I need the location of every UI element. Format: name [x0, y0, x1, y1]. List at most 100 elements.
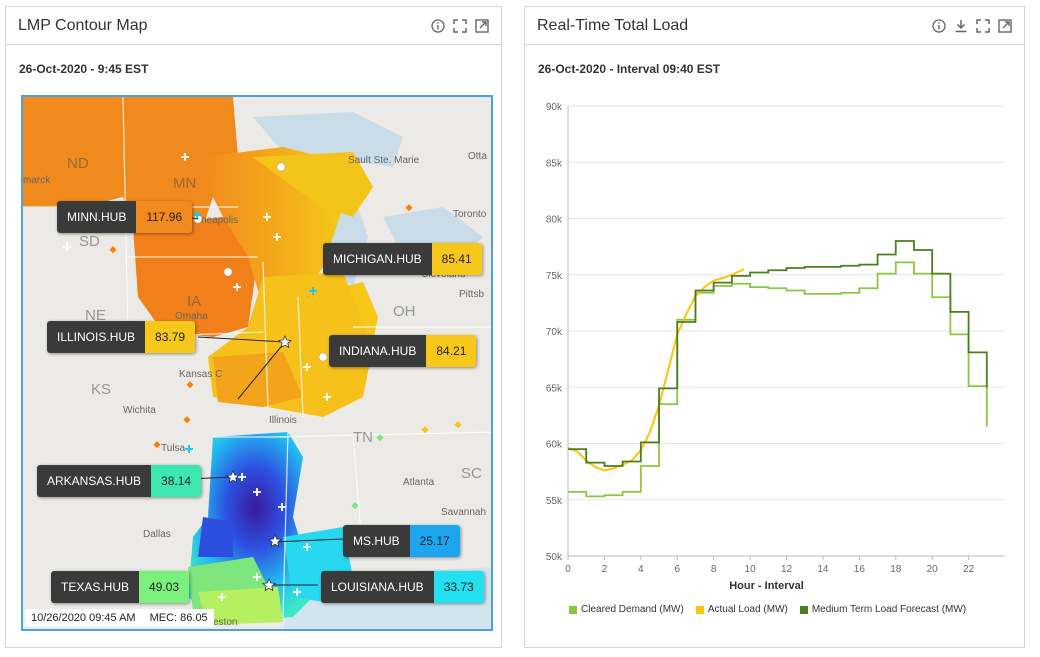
hub-name: ARKANSAS.HUB	[37, 465, 152, 497]
panel-toolbar	[431, 18, 489, 33]
panel-toolbar	[932, 18, 1012, 33]
hub-arkansas[interactable]: ARKANSAS.HUB 38.14	[37, 465, 202, 497]
y-tick-label: 55k	[546, 496, 563, 507]
city-label-tulsa: Tulsa	[161, 443, 186, 454]
y-tick-label: 70k	[546, 327, 563, 338]
hub-name: LOUISIANA.HUB	[321, 571, 434, 603]
legend-label: Actual Load (MW)	[707, 604, 788, 615]
map-footer-mec: MEC: 86.05	[149, 612, 208, 624]
y-tick-label: 60k	[546, 440, 563, 451]
series-line-1	[568, 261, 988, 498]
city-label-toronto: Toronto	[453, 209, 487, 220]
x-tick-label: 10	[745, 564, 757, 575]
city-label-omaha: Omaha	[175, 311, 208, 322]
city-label-kansas-city: Kansas C	[179, 369, 223, 380]
hub-value: 117.96	[136, 201, 193, 233]
panel-header: Real-Time Total Load	[525, 7, 1024, 45]
city-label-weston: eston	[213, 617, 238, 628]
y-tick-label: 65k	[546, 383, 563, 394]
hub-value: 49.03	[139, 571, 190, 603]
series-line-2	[567, 268, 745, 472]
map-footer: 10/26/2020 09:45 AM MEC: 86.05	[25, 609, 214, 627]
popout-icon[interactable]	[475, 18, 489, 33]
city-label-atlanta: Atlanta	[403, 477, 435, 488]
download-icon[interactable]	[954, 19, 968, 33]
chart-timestamp: 26-Oct-2020 - Interval 09:40 EST	[538, 62, 721, 76]
hub-value: 83.79	[145, 321, 196, 353]
hub-ms[interactable]: MS.HUB 25.17	[343, 525, 460, 557]
map-footer-time: 10/26/2020 09:45 AM	[31, 612, 136, 624]
legend-label: Cleared Demand (MW)	[581, 604, 684, 615]
state-label-tn: TN	[353, 429, 373, 446]
panel-title: LMP Contour Map	[18, 16, 148, 34]
state-label-oh: OH	[393, 303, 416, 320]
state-label-sc: SC	[461, 465, 482, 482]
legend-swatch	[799, 605, 808, 614]
fullscreen-icon[interactable]	[453, 18, 467, 33]
x-tick-label: 0	[565, 564, 571, 575]
legend-swatch	[569, 605, 577, 614]
x-tick-label: 2	[602, 564, 608, 575]
city-label-pittsburgh: Pittsb	[459, 289, 485, 300]
y-tick-label: 75k	[546, 271, 563, 282]
x-tick-label: 14	[817, 564, 829, 575]
fullscreen-icon[interactable]	[976, 18, 990, 33]
panel-header: LMP Contour Map	[6, 7, 501, 45]
hub-texas[interactable]: TEXAS.HUB 49.03	[51, 571, 190, 603]
city-label-savannah: Savannah	[441, 507, 487, 518]
x-tick-label: 12	[781, 564, 793, 575]
x-tick-label: 20	[927, 564, 939, 575]
chart-legend: Cleared Demand (MW) Actual Load (MW) Mediu…	[569, 604, 966, 615]
hub-name: INDIANA.HUB	[329, 335, 427, 367]
panel-title: Real-Time Total Load	[537, 16, 689, 34]
info-icon[interactable]	[431, 18, 445, 33]
y-tick-label: 85k	[546, 158, 563, 169]
legend-item[interactable]: Medium Term Load Forecast (MW)	[799, 604, 967, 615]
city-label-ottawa: Otta	[468, 151, 487, 162]
x-tick-label: 22	[963, 564, 975, 575]
hub-value: 38.14	[151, 465, 202, 497]
state-label-ia: IA	[187, 293, 202, 310]
y-tick-label: 80k	[546, 215, 563, 226]
lmp-map[interactable]: ND MN SD NE IA KS OH TN SC marck neapoli…	[21, 95, 493, 631]
city-label-bismarck: marck	[23, 175, 51, 186]
hub-michigan[interactable]: MICHIGAN.HUB 85.41	[323, 243, 482, 275]
hub-indiana[interactable]: INDIANA.HUB 84.21	[329, 335, 477, 367]
x-tick-label: 4	[638, 564, 644, 575]
hub-name: MICHIGAN.HUB	[323, 243, 432, 275]
hub-value: 85.41	[431, 243, 482, 275]
legend-item[interactable]: Cleared Demand (MW)	[569, 604, 684, 615]
hub-name: MS.HUB	[343, 525, 410, 557]
state-label-ne: NE	[85, 307, 106, 324]
hub-name: MINN.HUB	[57, 201, 137, 233]
hub-name: TEXAS.HUB	[51, 571, 140, 603]
city-label-sault: Sault Ste. Marie	[348, 155, 420, 166]
city-label-dallas: Dallas	[143, 529, 171, 540]
state-label-nd: ND	[67, 155, 89, 172]
real-time-total-load-panel: Real-Time Total Load 26-Oct-2020 - Inter…	[524, 6, 1025, 648]
load-chart: 50k 55k 60k 65k 70k 75k 80k 85k 90k 0 2 4 6 8 10 12 14 16…	[546, 102, 1005, 592]
hub-value: 84.21	[426, 335, 477, 367]
x-tick-label: 6	[674, 564, 680, 575]
lmp-contour-map-panel: LMP Contour Map 26-Oct-2020 - 9:45 EST	[5, 6, 502, 648]
x-axis-label: Hour - Interval	[729, 580, 804, 592]
info-icon[interactable]	[932, 18, 946, 33]
legend-swatch	[695, 605, 704, 614]
x-tick-label: 16	[854, 564, 866, 575]
y-tick-label: 90k	[546, 102, 563, 113]
hub-illinois[interactable]: ILLINOIS.HUB 83.79	[47, 321, 196, 353]
legend-item[interactable]: Actual Load (MW)	[695, 604, 788, 615]
x-tick-label: 18	[890, 564, 902, 575]
state-label-ks: KS	[91, 381, 112, 398]
series-line-3	[568, 240, 988, 467]
popout-icon[interactable]	[998, 18, 1012, 33]
city-label-illinois: Illinois	[269, 415, 297, 426]
legend-label: Medium Term Load Forecast (MW)	[811, 604, 967, 615]
hub-value: 33.73	[433, 571, 484, 603]
state-label-sd: SD	[79, 233, 100, 250]
y-tick-label: 50k	[546, 552, 563, 563]
hub-louisiana[interactable]: LOUISIANA.HUB 33.73	[321, 571, 484, 603]
hub-minn[interactable]: MINN.HUB 117.96	[57, 201, 193, 233]
map-timestamp: 26-Oct-2020 - 9:45 EST	[19, 62, 149, 76]
hub-value: 25.17	[409, 525, 460, 557]
